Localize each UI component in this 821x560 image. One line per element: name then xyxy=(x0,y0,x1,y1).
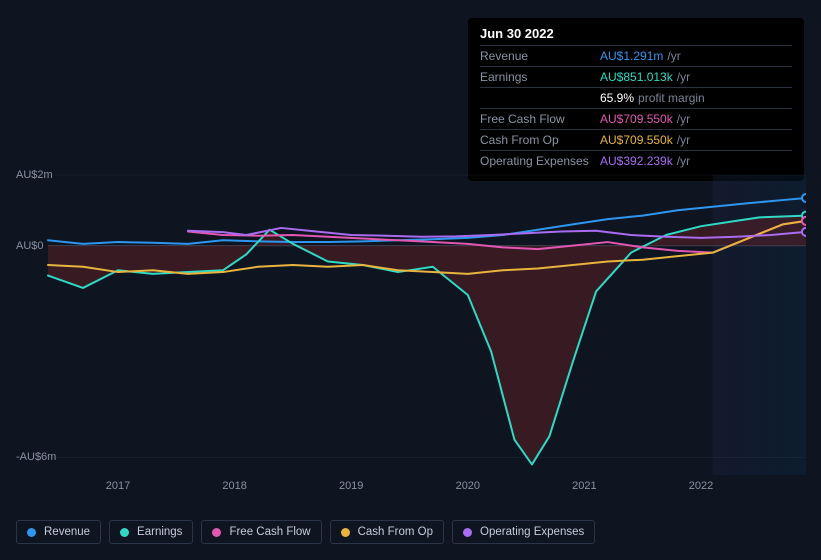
chart-tooltip: Jun 30 2022 RevenueAU$1.291m/yrEarningsA… xyxy=(468,18,804,181)
legend-label: Earnings xyxy=(137,526,182,538)
legend-dot-icon xyxy=(27,528,36,537)
tooltip-metric-unit: /yr xyxy=(677,70,690,84)
tooltip-row: Free Cash FlowAU$709.550k/yr xyxy=(480,108,792,129)
tooltip-metric-unit: /yr xyxy=(667,49,680,63)
y-axis-label: AU$2m xyxy=(16,169,53,181)
tooltip-metric-value: AU$851.013k/yr xyxy=(600,70,690,84)
tooltip-metric-label: Revenue xyxy=(480,49,600,63)
tooltip-date: Jun 30 2022 xyxy=(480,26,792,45)
y-axis-label: -AU$6m xyxy=(16,451,56,463)
legend-item[interactable]: Cash From Op xyxy=(330,520,444,544)
tooltip-row: EarningsAU$851.013k/yr xyxy=(480,66,792,87)
legend-label: Free Cash Flow xyxy=(229,526,310,538)
legend-label: Cash From Op xyxy=(358,526,433,538)
tooltip-metric-value: AU$709.550k/yr xyxy=(600,112,690,126)
legend-dot-icon xyxy=(120,528,129,537)
tooltip-metric-unit: /yr xyxy=(677,133,690,147)
x-axis-label: 2019 xyxy=(339,480,363,492)
legend-dot-icon xyxy=(212,528,221,537)
legend-item[interactable]: Operating Expenses xyxy=(452,520,595,544)
tooltip-row: 65.9%profit margin xyxy=(480,87,792,108)
y-axis-label: AU$0 xyxy=(16,240,44,252)
tooltip-metric-unit: /yr xyxy=(677,112,690,126)
chart-svg xyxy=(16,160,806,500)
legend-item[interactable]: Earnings xyxy=(109,520,193,544)
tooltip-row: RevenueAU$1.291m/yr xyxy=(480,45,792,66)
tooltip-metric-value: AU$709.550k/yr xyxy=(600,133,690,147)
legend-item[interactable]: Revenue xyxy=(16,520,101,544)
legend-item[interactable]: Free Cash Flow xyxy=(201,520,321,544)
tooltip-metric-value: AU$1.291m/yr xyxy=(600,49,681,63)
tooltip-metric-value: 65.9%profit margin xyxy=(600,91,705,105)
financials-chart[interactable]: AU$2m AU$0 -AU$6m 2017 2018 2019 2020 2021 2022 xyxy=(16,160,806,490)
tooltip-row: Cash From OpAU$709.550k/yr xyxy=(480,129,792,150)
tooltip-metric-label: Free Cash Flow xyxy=(480,112,600,126)
legend-dot-icon xyxy=(463,528,472,537)
legend-label: Operating Expenses xyxy=(480,526,584,538)
tooltip-metric-label: Earnings xyxy=(480,70,600,84)
chart-legend: Revenue Earnings Free Cash Flow Cash From O… xyxy=(16,520,595,544)
legend-dot-icon xyxy=(341,528,350,537)
legend-label: Revenue xyxy=(44,526,90,538)
tooltip-metric-label xyxy=(480,91,600,105)
tooltip-metric-label: Cash From Op xyxy=(480,133,600,147)
x-axis-label: 2020 xyxy=(456,480,480,492)
x-axis-label: 2022 xyxy=(689,480,713,492)
tooltip-metric-unit: profit margin xyxy=(638,91,705,105)
x-axis-label: 2018 xyxy=(222,480,246,492)
x-axis-label: 2021 xyxy=(572,480,596,492)
x-axis-label: 2017 xyxy=(106,480,130,492)
